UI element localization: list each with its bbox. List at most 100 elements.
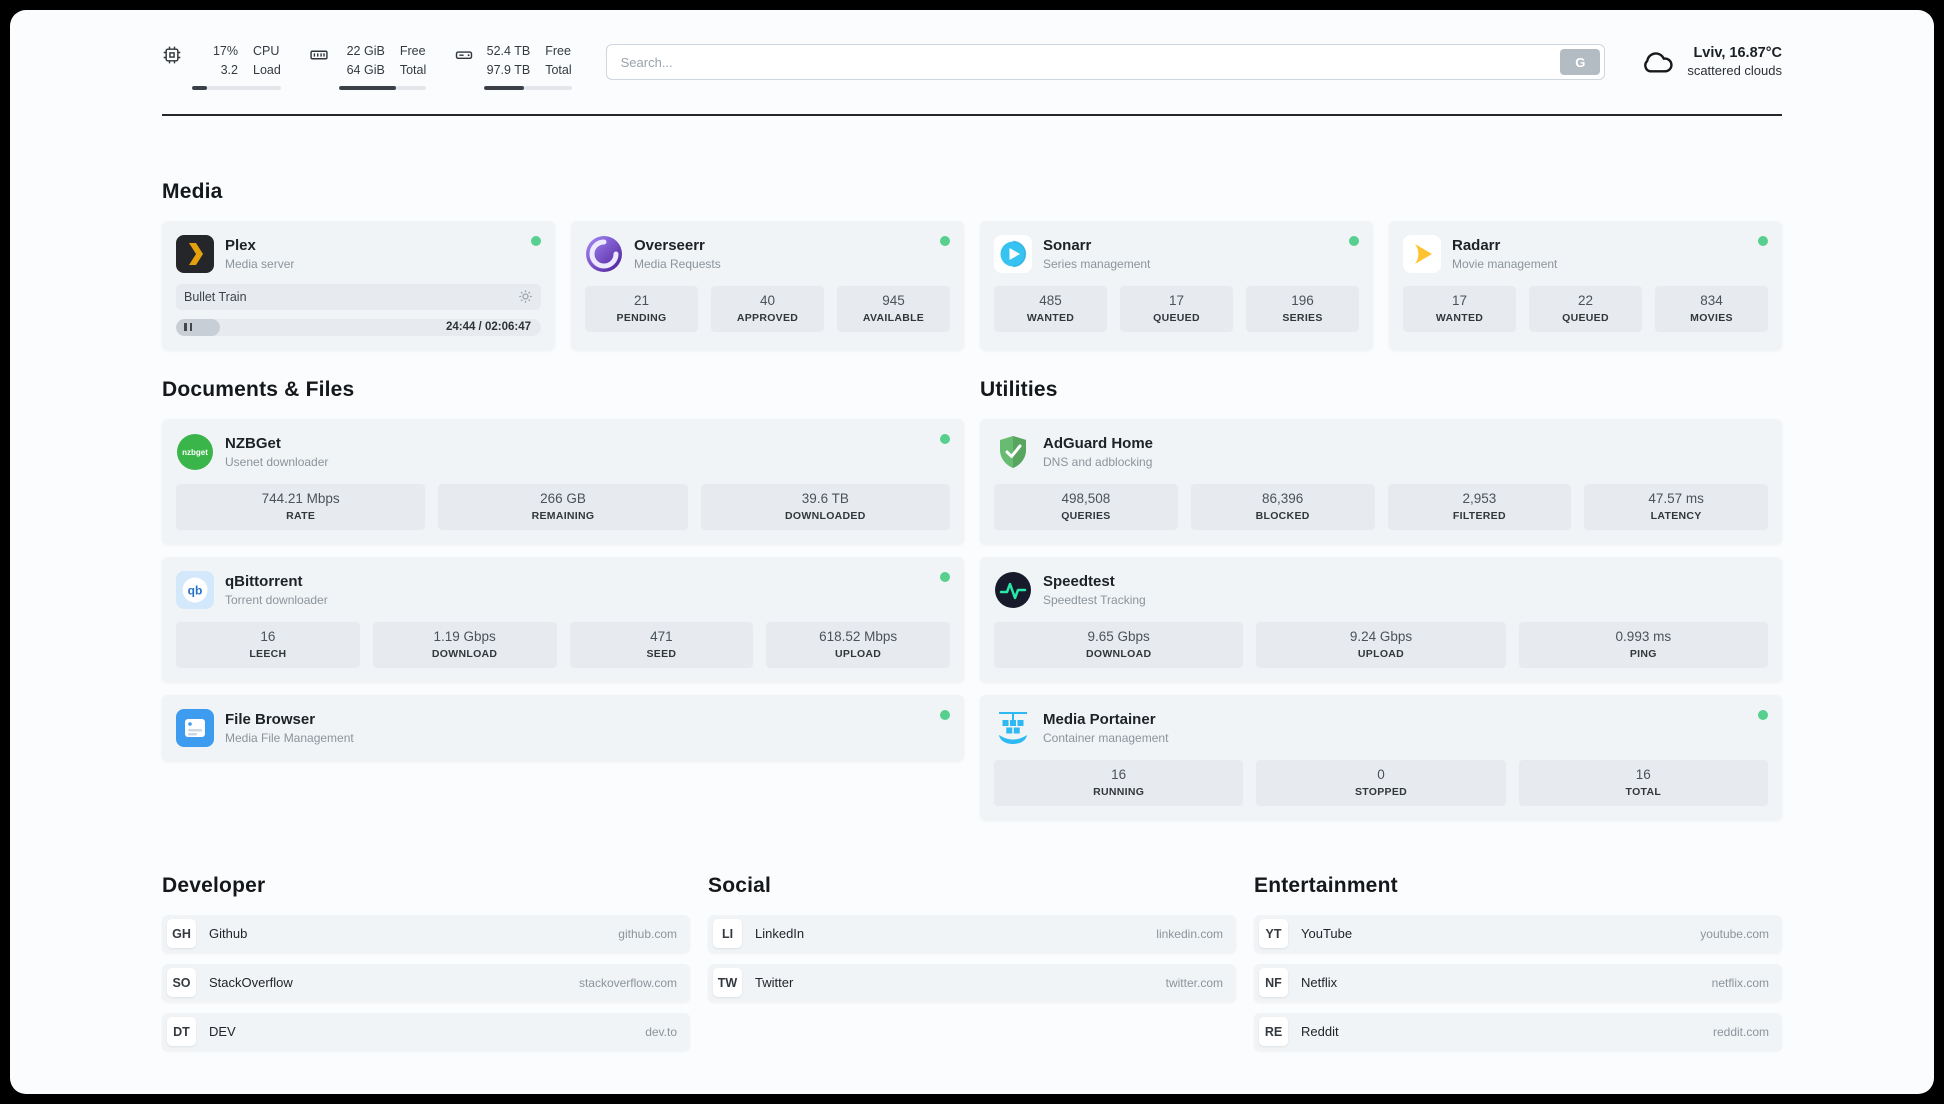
bookmark-name: YouTube <box>1301 926 1353 941</box>
app-title: Sonarr <box>1043 236 1092 254</box>
stat-value: 471 <box>650 628 673 644</box>
online-status-dot <box>1349 235 1359 246</box>
app-card-nzbget[interactable]: nzbget NZBGet Usenet downloader 744.21 M… <box>162 418 964 544</box>
bookmark-url: twitter.com <box>1165 975 1223 990</box>
stat-box: 266 GB REMAINING <box>438 483 688 530</box>
bookmark-item-twitter[interactable]: TW Twitter twitter.com <box>708 963 1236 1002</box>
bookmark-list-entertainment: YT YouTube youtube.com NF Netflix netflix.com… <box>1254 914 1782 1051</box>
stats-row: 17 WANTED 22 QUEUED 834 MOVIES <box>1403 285 1768 332</box>
bookmark-item-linkedin[interactable]: LI LinkedIn linkedin.com <box>708 914 1236 953</box>
app-subtitle: Media server <box>225 256 295 271</box>
stat-label: DOWNLOAD <box>1085 647 1152 660</box>
app-card-speedtest[interactable]: Speedtest Speedtest Tracking 9.65 Gbps DO… <box>980 556 1782 682</box>
stat-value: 16 <box>1111 766 1127 782</box>
bookmark-item-github[interactable]: GH Github github.com <box>162 914 690 953</box>
app-card-qbittorrent[interactable]: qb qBittorrent Torrent downloader 16 LEEC… <box>162 556 964 682</box>
stat-value: 86,396 <box>1261 490 1304 506</box>
storage-usage-bar <box>484 85 572 90</box>
bookmark-badge: GH <box>167 919 196 948</box>
app-card-radarr[interactable]: Radarr Movie management 17 WANTED 22 QUEUED… <box>1389 220 1782 350</box>
stat-value: 266 GB <box>540 490 586 506</box>
radarr-icon <box>1403 234 1441 273</box>
memory-icon <box>309 45 329 90</box>
app-subtitle: DNS and adblocking <box>1043 454 1153 469</box>
weather-widget: Lviv, 16.87°C scattered clouds <box>1639 42 1782 80</box>
qbittorrent-icon: qb <box>176 570 214 609</box>
sonarr-icon <box>994 234 1032 273</box>
storage-widget: 52.4 TB 97.9 TB Free Total <box>454 42 572 90</box>
hard-drive-icon <box>454 45 474 90</box>
app-card-overseerr[interactable]: Overseerr Media Requests 21 PENDING 40 APPR… <box>571 220 964 350</box>
stat-value: 498,508 <box>1061 490 1111 506</box>
stat-box: 9.65 Gbps DOWNLOAD <box>994 621 1244 668</box>
memory-total-value: 64 GiB <box>346 62 385 77</box>
online-status-dot <box>531 235 541 246</box>
bookmark-url: github.com <box>618 926 677 941</box>
app-title: NZBGet <box>225 434 281 452</box>
bookmark-url: linkedin.com <box>1156 926 1223 941</box>
stat-label: WANTED <box>1435 311 1484 324</box>
cpu-load-label: Load <box>253 62 281 77</box>
stat-label: QUEUED <box>1562 311 1609 324</box>
stat-value: 9.24 Gbps <box>1349 628 1413 644</box>
storage-free-value: 52.4 TB <box>486 44 531 58</box>
stats-row: 9.65 Gbps DOWNLOAD 9.24 Gbps UPLOAD 0.993 ms… <box>994 621 1768 668</box>
online-status-dot <box>1758 709 1768 720</box>
bookmark-item-dev[interactable]: DT DEV dev.to <box>162 1012 690 1051</box>
cpu-usage-bar <box>192 85 281 90</box>
stats-row: 21 PENDING 40 APPROVED 945 AVAILABLE <box>585 285 950 332</box>
section-title-media: Media <box>162 179 223 203</box>
stat-box: 0.993 ms PING <box>1518 621 1768 668</box>
app-card-sonarr[interactable]: Sonarr Series management 485 WANTED 17 QUEU… <box>980 220 1373 350</box>
stat-value: 618.52 Mbps <box>819 628 898 644</box>
app-card-portainer[interactable]: Media Portainer Container management 16 R… <box>980 694 1782 820</box>
bookmark-url: reddit.com <box>1712 1024 1769 1039</box>
stat-value: 21 <box>633 292 650 308</box>
svg-text:nzbget: nzbget <box>182 448 208 457</box>
search-input[interactable] <box>605 44 1606 80</box>
stats-row: 744.21 Mbps RATE 266 GB REMAINING 39.6 TB DOW… <box>176 483 950 530</box>
stat-label: PENDING <box>616 311 667 324</box>
cpu-widget: 17% 3.2 CPU Load <box>162 42 281 90</box>
app-title: AdGuard Home <box>1043 434 1154 452</box>
stat-value: 16 <box>260 628 276 644</box>
plex-playback-progress-bar[interactable]: 24:44 / 02:06:47 <box>176 318 541 336</box>
playback-progress-fill <box>176 318 220 336</box>
app-card-filebrowser[interactable]: File Browser Media File Management <box>162 694 964 761</box>
gear-icon[interactable] <box>518 289 533 304</box>
stat-box: 498,508 QUERIES <box>994 483 1178 530</box>
bookmark-item-netflix[interactable]: NF Netflix netflix.com <box>1254 963 1782 1002</box>
stat-box: 618.52 Mbps UPLOAD <box>766 621 950 668</box>
stat-value: 0 <box>1377 766 1385 782</box>
bookmark-name: Github <box>209 926 248 941</box>
bookmark-name: LinkedIn <box>755 926 805 941</box>
app-title: Overseerr <box>634 236 705 254</box>
search-engine-button[interactable]: G <box>1560 49 1601 75</box>
app-card-adguard[interactable]: AdGuard Home DNS and adblocking 498,508 Q… <box>980 418 1782 544</box>
online-status-dot <box>940 571 950 582</box>
pause-icon[interactable] <box>184 323 195 331</box>
bookmark-badge: RE <box>1259 1017 1288 1046</box>
app-card-plex[interactable]: Plex Media server Bullet Train <box>162 220 555 350</box>
cpu-usage-value: 17% <box>212 44 238 58</box>
app-title: qBittorrent <box>225 572 303 590</box>
stat-label: WANTED <box>1026 311 1075 324</box>
stat-value: 40 <box>759 292 776 308</box>
app-subtitle: Media File Management <box>225 730 354 745</box>
stat-box: 21 PENDING <box>585 285 698 332</box>
bookmark-item-youtube[interactable]: YT YouTube youtube.com <box>1254 914 1782 953</box>
bookmark-item-stackoverflow[interactable]: SO StackOverflow stackoverflow.com <box>162 963 690 1002</box>
stat-label: RUNNING <box>1093 785 1145 798</box>
cpu-icon <box>162 45 182 90</box>
stat-label: LEECH <box>249 647 287 660</box>
stat-box: 834 MOVIES <box>1655 285 1768 332</box>
stat-value: 2,953 <box>1462 490 1497 506</box>
bookmark-url: dev.to <box>645 1024 677 1039</box>
bookmark-item-reddit[interactable]: RE Reddit reddit.com <box>1254 1012 1782 1051</box>
storage-total-label: Total <box>545 62 572 77</box>
bookmark-badge: YT <box>1259 919 1288 948</box>
stat-label: UPLOAD <box>1357 647 1405 660</box>
section-title-entertainment: Entertainment <box>1254 873 1398 897</box>
app-title: Speedtest <box>1043 572 1115 590</box>
bookmark-badge: TW <box>713 968 742 997</box>
